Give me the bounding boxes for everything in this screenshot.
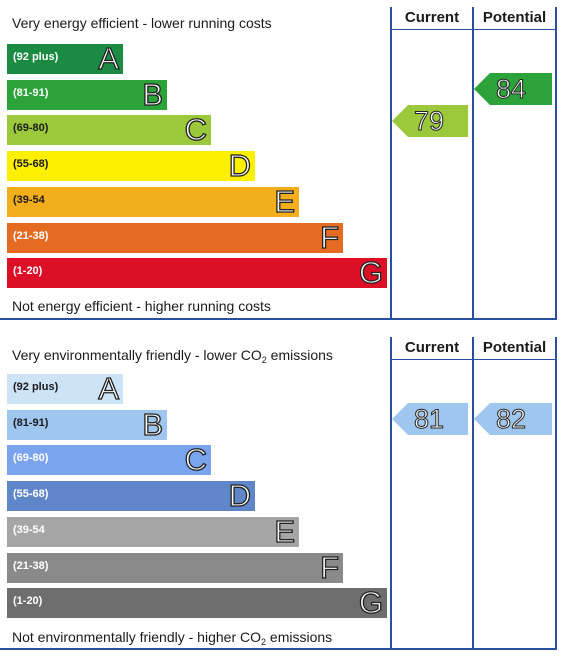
energy-header-divider <box>390 29 557 30</box>
energy-band-e: (39-54 E <box>7 183 299 219</box>
energy-band-letter: E <box>274 183 296 219</box>
env-current-header: Current <box>404 339 460 356</box>
env-bottom-caption-text: Not environmentally friendly - higher CO <box>12 629 261 645</box>
energy-top-caption: Very energy efficient - lower running co… <box>12 15 272 31</box>
energy-band-range: (21-38) <box>13 229 49 242</box>
environmental-impact-chart: Very environmentally friendly - lower CO… <box>0 330 568 658</box>
env-band-letter: E <box>274 513 296 549</box>
env-band-range: (39-54 <box>13 523 45 536</box>
env-band-range: (21-38) <box>13 559 49 572</box>
env-frame-middle <box>472 337 474 650</box>
env-band-letter: F <box>319 549 339 585</box>
env-rating-arrow-fill <box>474 402 552 435</box>
env-top-caption-tail: emissions <box>266 347 333 363</box>
energy-band-range: (69-80) <box>13 122 49 135</box>
env-band-letter: B <box>142 406 164 442</box>
env-bottom-caption: Not environmentally friendly - higher CO… <box>12 629 332 647</box>
env-band-range: (69-80) <box>13 452 49 465</box>
energy-band-letter: B <box>142 76 164 112</box>
env-top-caption-subscript: 2 <box>261 355 267 365</box>
energy-bottom-caption: Not energy efficient - higher running co… <box>12 298 271 314</box>
env-frame-right <box>555 337 557 650</box>
env-band-letter: C <box>184 442 208 478</box>
energy-rating-arrow-fill <box>392 105 468 138</box>
env-bottom-caption-tail: emissions <box>266 629 333 645</box>
energy-band-range: (39-54 <box>13 193 45 206</box>
env-band-letter: G <box>358 585 383 621</box>
energy-frame-middle <box>472 7 474 318</box>
env-frame-left <box>390 337 392 650</box>
energy-rating-arrow-shape <box>392 105 468 138</box>
energy-current-header: Current <box>404 9 460 26</box>
env-top-caption-text: Very environmentally friendly - lower CO <box>12 347 262 363</box>
env-top-caption: Very environmentally friendly - lower CO… <box>12 347 333 365</box>
env-rating-arrow-shape <box>392 402 468 435</box>
energy-rating-arrow-fill <box>474 72 552 105</box>
env-band-c: (69-80) C <box>7 442 211 478</box>
env-rating-arrow-fill <box>392 402 468 435</box>
env-rating-arrow-shape <box>474 402 552 435</box>
env-band-g: (1-20) G <box>7 585 387 621</box>
env-rating-current: 81 <box>392 402 468 435</box>
energy-band-range: (55-68) <box>13 158 49 171</box>
energy-potential-header: Potential <box>482 9 547 26</box>
env-band-range: (92 plus) <box>13 381 59 393</box>
energy-rating-potential: 84 <box>474 72 552 105</box>
energy-band-letter: C <box>184 112 208 148</box>
env-band-b: (81-91) B <box>7 406 167 442</box>
env-band-a: (92 plus) A <box>7 371 123 406</box>
env-header-divider <box>390 359 557 360</box>
env-rating-value: 82 <box>495 403 527 434</box>
energy-band-f: (21-38) F <box>7 219 343 255</box>
energy-band-range: (92 plus) <box>13 51 59 63</box>
energy-frame-left <box>390 7 392 318</box>
energy-band-b: (81-91) B <box>7 76 167 112</box>
env-band-range: (81-91) <box>13 416 49 429</box>
energy-band-a: (92 plus) A <box>7 41 123 76</box>
energy-band-d: (55-68) D <box>7 148 255 184</box>
env-band-e: (39-54 E <box>7 513 299 549</box>
energy-band-letter: D <box>228 148 252 184</box>
energy-frame-right <box>555 7 557 318</box>
energy-efficiency-chart: Very energy efficient - lower running co… <box>0 0 568 320</box>
env-band-range: (55-68) <box>13 488 49 501</box>
env-band-d: (55-68) D <box>7 478 255 514</box>
energy-rating-value: 84 <box>495 73 527 104</box>
env-band-letter: A <box>98 371 120 406</box>
env-bottom-caption-subscript: 2 <box>261 637 267 647</box>
env-rating-potential: 82 <box>474 402 552 435</box>
energy-band-range: (1-20) <box>13 265 43 278</box>
energy-band-range: (81-91) <box>13 86 49 99</box>
env-band-letter: D <box>228 478 252 514</box>
env-frame-bottom <box>0 648 557 650</box>
energy-frame-bottom <box>0 318 557 320</box>
env-rating-value: 81 <box>413 403 445 434</box>
energy-rating-value: 79 <box>413 106 445 137</box>
energy-rating-arrow-shape <box>474 72 552 105</box>
energy-band-letter: A <box>98 41 120 76</box>
energy-rating-current: 79 <box>392 105 468 138</box>
env-band-range: (1-20) <box>13 595 43 608</box>
energy-band-letter: G <box>358 255 383 291</box>
energy-band-g: (1-20) G <box>7 255 387 291</box>
env-potential-header: Potential <box>482 339 547 356</box>
energy-band-c: (69-80) C <box>7 112 211 148</box>
env-band-f: (21-38) F <box>7 549 343 585</box>
energy-band-letter: F <box>319 219 339 255</box>
